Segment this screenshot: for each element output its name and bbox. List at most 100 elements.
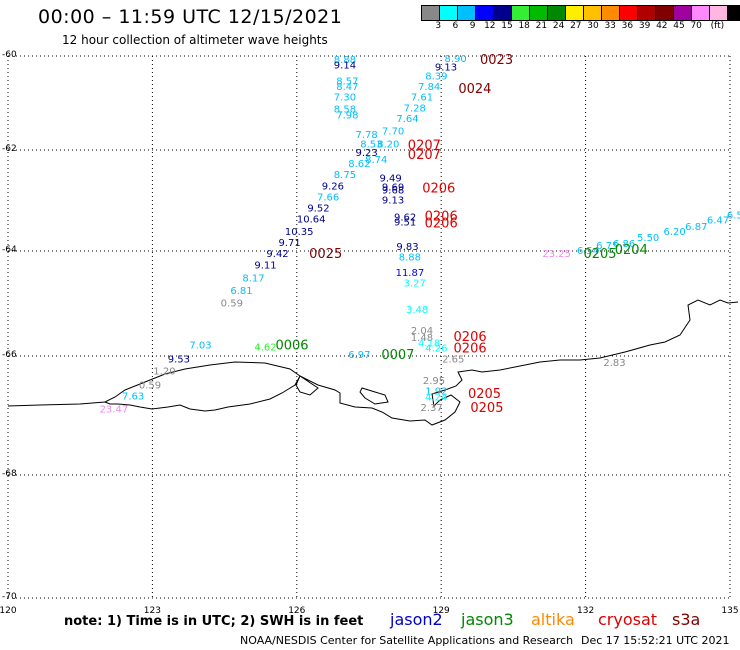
antarctic-coastline [7, 299, 739, 426]
longitude-label: 132 [577, 606, 595, 616]
wave-height-label: 9.71 [278, 238, 300, 249]
wave-height-label: 8.47 [336, 82, 358, 93]
latitude-label: -62 [2, 144, 17, 154]
pass-number-label: 0205 [583, 247, 616, 262]
latitude-label: -64 [2, 245, 17, 255]
satellite-label-jason2: jason2 [390, 610, 443, 629]
wave-height-label: 7.66 [317, 192, 339, 203]
wave-height-label: 3.27 [404, 279, 426, 290]
legend-label: 24 [552, 21, 565, 31]
pass-number-label: 0205 [468, 387, 501, 402]
pass-number-label: 0206 [454, 342, 487, 357]
wave-height-label: 8.17 [242, 273, 264, 284]
legend-label: 9 [469, 21, 476, 31]
wave-height-label: 9.62 [394, 213, 416, 224]
satellite-label-jason3: jason3 [461, 610, 514, 629]
legend-label: 15 [501, 21, 513, 31]
legend-swatch [727, 5, 740, 21]
legend-label: 33 [604, 21, 616, 31]
color-scale-legend [421, 5, 740, 21]
wave-height-label: 8.58 [334, 105, 356, 116]
wave-height-label: 8.20 [377, 139, 399, 150]
wave-height-label: 7.30 [334, 92, 356, 103]
wave-height-label: 3.48 [406, 305, 428, 316]
wave-height-label: 6.87 [685, 222, 707, 233]
wave-height-label: 9.14 [334, 60, 356, 71]
legend-label: 21 [535, 21, 548, 31]
legend-label: (ft) [710, 21, 725, 31]
wave-height-label: 6.5 [727, 211, 740, 222]
wave-height-label: 9.52 [307, 204, 329, 215]
wave-height-label: 2.65 [442, 354, 464, 365]
pass-number-label: 0025 [309, 247, 342, 262]
note-text: note: 1) Time is in UTC; 2) SWH is in fe… [64, 614, 364, 629]
pass-number-label: 0206 [425, 217, 458, 232]
legend-label: 45 [673, 21, 685, 31]
pass-number-label: 0204 [615, 243, 648, 258]
longitude-label: 135 [721, 606, 739, 616]
wave-height-label: 6.75 [596, 241, 618, 252]
latitude-label: -60 [2, 50, 17, 60]
wave-height-label: 7.84 [418, 82, 440, 93]
legend-label: 12 [484, 21, 496, 31]
pass-number-label: 0007 [381, 348, 414, 363]
wave-height-label: 7.61 [411, 92, 433, 103]
wave-height-label: 6.86 [613, 239, 635, 250]
pass-number-label: 0024 [458, 82, 491, 97]
wave-height-label: 8.75 [334, 170, 356, 181]
wave-height-label: 4.18 [418, 338, 440, 349]
satellite-label-altika: altika [531, 610, 575, 629]
wave-height-label: 9.68 [382, 185, 404, 196]
wave-height-label: 8.88 [399, 252, 421, 263]
wave-height-label: 2.37 [420, 403, 442, 414]
wave-height-label: 23.25 [542, 249, 571, 260]
wave-height-label: 1.92 [425, 387, 447, 398]
wave-height-label: 6.54 [577, 246, 599, 257]
pass-number-label: 0206 [454, 330, 487, 345]
wave-height-label: 6.47 [707, 216, 729, 227]
wave-height-label: 10.35 [285, 227, 314, 238]
wave-height-label: 6.97 [348, 350, 370, 361]
wave-height-label: 2.04 [411, 326, 433, 337]
page-subtitle: 12 hour collection of altimeter wave hei… [62, 33, 328, 47]
legend-label: 27 [570, 21, 582, 31]
latitude-label: -68 [2, 469, 17, 479]
coastline [7, 299, 739, 426]
latitude-label: -70 [2, 592, 17, 602]
wave-height-label: 9.13 [382, 195, 404, 206]
wave-height-label: 6.81 [230, 286, 252, 297]
wave-height-label: 8.39 [425, 72, 447, 83]
wave-height-label: 7.78 [355, 130, 377, 141]
wave-height-label: 9.26 [322, 181, 344, 192]
pass-number-label: 0206 [422, 181, 455, 196]
page-title: 00:00 – 11:59 UTC 12/15/2021 [38, 6, 343, 28]
wave-height-label: 7.03 [189, 340, 211, 351]
wave-height-label: 8.74 [365, 155, 387, 166]
wave-height-labels: 8.889.148.909.138.398.578.47 7.847.30 7.61… [100, 54, 740, 415]
wave-height-label: 6.20 [664, 227, 686, 238]
wave-height-label: 1.48 [411, 333, 433, 344]
wave-height-label: 4.62 [254, 343, 276, 354]
legend-label: 42 [656, 21, 668, 31]
wave-height-label: 23.47 [100, 404, 129, 415]
wave-height-label: 7.98 [336, 110, 358, 121]
satellite-label-cryosat: cryosat [598, 610, 658, 629]
legend-label: 18 [518, 21, 530, 31]
credit-text: NOAA/NESDIS Center for Satellite Applica… [240, 634, 574, 647]
legend-label: 6 [452, 21, 459, 31]
longitude-label: 129 [432, 606, 450, 616]
legend-label: 3 [435, 21, 442, 31]
pass-number-label: 0006 [275, 338, 308, 353]
wave-height-label: 8.62 [348, 159, 370, 170]
wave-height-label: 8.90 [445, 54, 467, 65]
wave-height-label: 9.13 [435, 62, 457, 73]
satellite-label-s3a: s3a [672, 610, 701, 629]
wave-height-label: 7.64 [396, 114, 418, 125]
wave-height-label: 9.23 [355, 148, 377, 159]
legend-label: 39 [638, 21, 651, 31]
latitude-label: -66 [2, 350, 17, 360]
wave-height-label: 7.70 [382, 126, 404, 137]
legend-label: 36 [621, 21, 634, 31]
wave-height-label: 9.69 [382, 182, 404, 193]
wave-height-label: 8.57 [336, 76, 358, 87]
